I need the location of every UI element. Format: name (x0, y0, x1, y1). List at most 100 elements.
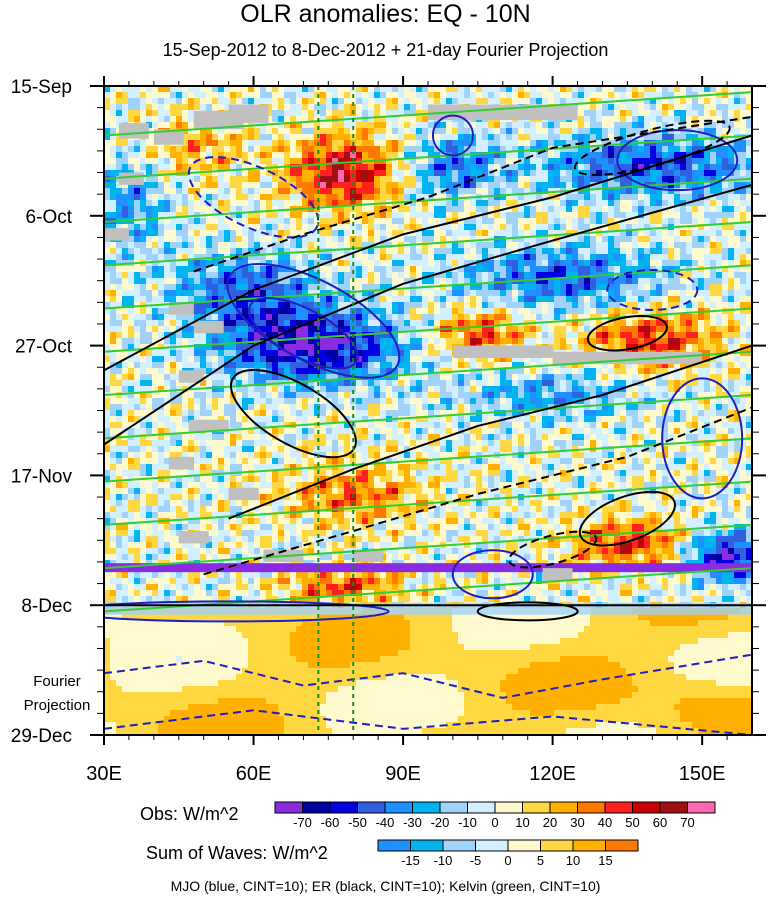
heatmap-cell (542, 134, 549, 141)
heatmap-cell (386, 284, 393, 291)
heatmap-cell (128, 182, 135, 189)
heatmap-cell (290, 344, 297, 351)
heatmap-cell (398, 290, 405, 297)
heatmap-cell (680, 212, 687, 219)
heatmap-cell (590, 338, 597, 345)
heatmap-cell (536, 134, 543, 141)
heatmap-cell (212, 296, 219, 303)
heatmap-cell (530, 338, 537, 345)
heatmap-cell (596, 320, 603, 327)
heatmap-cell (602, 248, 609, 255)
heatmap-cell (122, 98, 129, 105)
heatmap-cell (476, 296, 483, 303)
heatmap-cell (494, 278, 501, 285)
heatmap-cell (494, 302, 501, 309)
heatmap-cell (536, 260, 543, 267)
heatmap-cell (482, 206, 489, 213)
heatmap-cell (194, 272, 201, 279)
heatmap-cell (608, 200, 615, 207)
heatmap-cell (614, 122, 621, 129)
heatmap-cell (320, 296, 327, 303)
heatmap-cell (404, 158, 411, 165)
heatmap-cell (734, 308, 741, 315)
heatmap-cell (518, 212, 525, 219)
heatmap-cell (680, 92, 687, 99)
heatmap-cell (284, 146, 291, 153)
heatmap-cell (242, 176, 249, 183)
heatmap-cell (536, 92, 543, 99)
heatmap-cell (662, 278, 669, 285)
heatmap-cell (278, 290, 285, 297)
heatmap-cell (668, 230, 675, 237)
heatmap-cell (206, 350, 213, 357)
heatmap-cell (140, 332, 147, 339)
heatmap-cell (410, 248, 417, 255)
heatmap-cell (152, 272, 159, 279)
heatmap-cell (344, 278, 351, 285)
heatmap-cell (386, 326, 393, 333)
heatmap-cell (440, 272, 447, 279)
heatmap-cell (380, 152, 387, 159)
heatmap-cell (548, 158, 555, 165)
heatmap-cell (686, 134, 693, 141)
heatmap-cell (698, 134, 705, 141)
heatmap-cell (242, 86, 249, 93)
heatmap-cell (494, 134, 501, 141)
heatmap-cell (230, 218, 237, 225)
heatmap-cell (422, 116, 429, 123)
heatmap-cell (284, 98, 291, 105)
heatmap-cell (392, 140, 399, 147)
heatmap-cell (182, 356, 189, 363)
heatmap-cell (164, 194, 171, 201)
heatmap-cell (152, 296, 159, 303)
heatmap-cell (728, 248, 735, 255)
heatmap-cell (710, 128, 717, 135)
heatmap-cell (602, 254, 609, 261)
heatmap-cell (632, 146, 639, 153)
heatmap-cell (566, 200, 573, 207)
heatmap-cell (254, 230, 261, 237)
heatmap-cell (734, 254, 741, 261)
heatmap-cell (170, 146, 177, 153)
heatmap-cell (572, 218, 579, 225)
heatmap-cell (482, 188, 489, 195)
heatmap-cell (362, 170, 369, 177)
heatmap-cell (620, 272, 627, 279)
heatmap-cell (596, 236, 603, 243)
heatmap-cell (308, 332, 315, 339)
heatmap-cell (692, 284, 699, 291)
heatmap-cell (416, 236, 423, 243)
heatmap-cell (566, 170, 573, 177)
heatmap-cell (644, 272, 651, 279)
heatmap-cell (194, 260, 201, 267)
heatmap-cell (380, 92, 387, 99)
heatmap-cell (134, 308, 141, 315)
heatmap-cell (110, 278, 117, 285)
heatmap-cell (308, 104, 315, 111)
heatmap-cell (320, 350, 327, 357)
heatmap-cell (446, 248, 453, 255)
heatmap-cell (536, 278, 543, 285)
heatmap-cell (404, 254, 411, 261)
heatmap-cell (218, 278, 225, 285)
heatmap-cell (128, 110, 135, 117)
heatmap-cell (584, 146, 591, 153)
heatmap-cell (170, 272, 177, 279)
heatmap-cell (554, 344, 561, 351)
heatmap-cell (470, 266, 477, 273)
heatmap-cell (638, 206, 645, 213)
heatmap-cell (590, 146, 597, 153)
heatmap-cell (548, 338, 555, 345)
heatmap-cell (416, 206, 423, 213)
heatmap-cell (128, 338, 135, 345)
heatmap-cell (596, 260, 603, 267)
heatmap-cell (146, 230, 153, 237)
heatmap-cell (590, 242, 597, 249)
heatmap-cell (164, 362, 171, 369)
heatmap-cell (422, 278, 429, 285)
heatmap-cell (410, 332, 417, 339)
heatmap-cell (692, 344, 699, 351)
heatmap-cell (164, 254, 171, 261)
heatmap-cell (704, 314, 711, 321)
heatmap-cell (458, 320, 465, 327)
